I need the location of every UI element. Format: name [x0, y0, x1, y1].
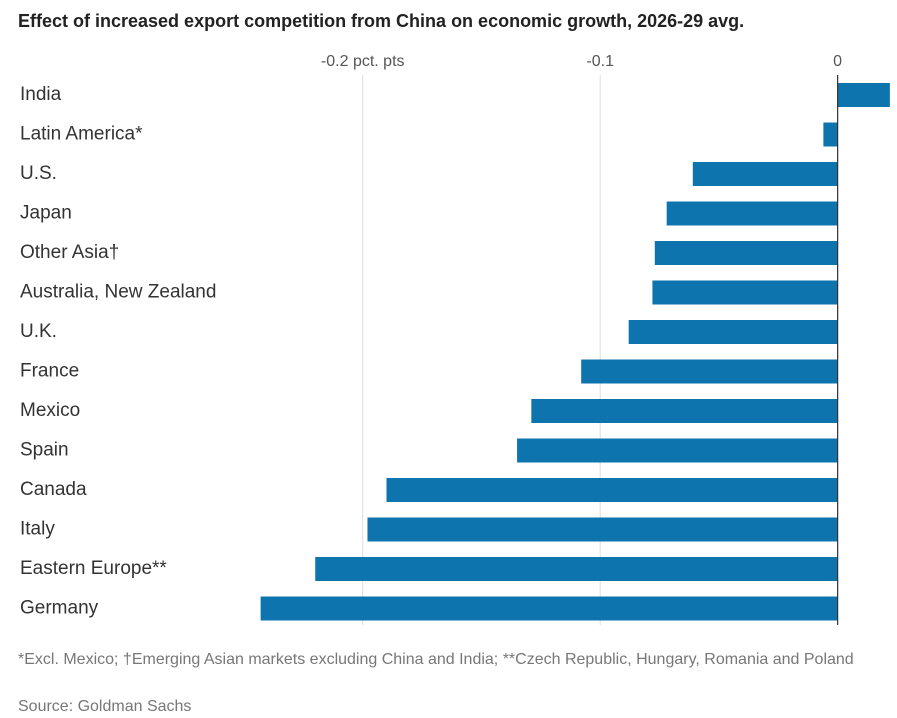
y-tick-label: Canada	[20, 479, 87, 500]
x-tick-label: -0.2 pct. pts	[321, 53, 405, 70]
y-tick-label: India	[20, 84, 62, 105]
bar	[692, 162, 838, 186]
y-tick-label: U.S.	[20, 163, 57, 184]
chart: Effect of increased export competition f…	[18, 11, 890, 625]
bar	[654, 241, 838, 265]
y-tick-label: Japan	[20, 203, 72, 224]
bar	[367, 517, 838, 542]
bar	[823, 122, 838, 147]
y-tick-label: Germany	[20, 598, 99, 619]
bar	[628, 320, 838, 344]
y-tick-label: Italy	[20, 519, 55, 540]
bar	[837, 83, 890, 107]
bar	[666, 201, 838, 226]
y-tick-label: Mexico	[20, 400, 80, 421]
bar	[517, 438, 838, 463]
y-tick-label: Australia, New Zealand	[20, 282, 216, 303]
bar	[260, 596, 838, 621]
y-tick-label: France	[20, 361, 79, 382]
bar	[531, 399, 838, 423]
source: Source: Goldman Sachs	[18, 698, 192, 715]
y-tick-label: Latin America*	[20, 124, 143, 145]
y-tick-label: Other Asia†	[20, 242, 119, 263]
x-tick-label: 0	[833, 53, 842, 70]
footnote: *Excl. Mexico; †Emerging Asian markets e…	[18, 651, 854, 668]
bar	[315, 557, 838, 581]
bar	[386, 478, 838, 502]
y-tick-label: Spain	[20, 440, 69, 461]
y-tick-label: Eastern Europe**	[20, 558, 167, 579]
bar	[652, 280, 838, 305]
y-tick-label: U.K.	[20, 321, 57, 342]
chart-title: Effect of increased export competition f…	[18, 11, 744, 31]
bar	[581, 359, 838, 384]
x-tick-label: -0.1	[586, 53, 614, 70]
